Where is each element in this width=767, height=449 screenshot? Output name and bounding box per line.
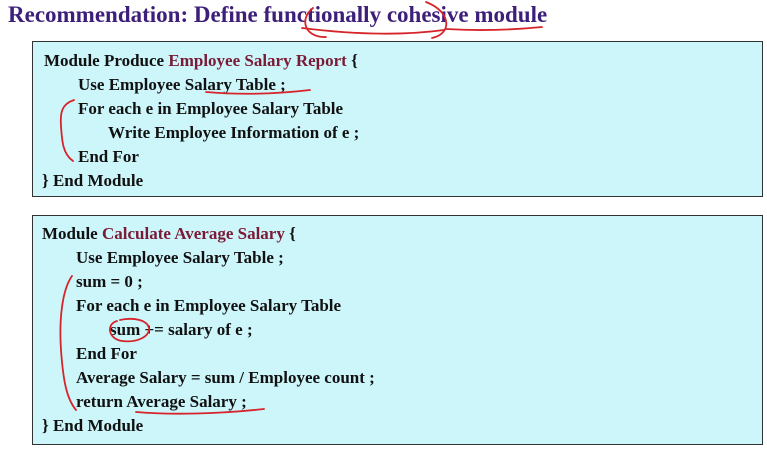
module-name-highlight: Calculate Average Salary — [101, 224, 285, 243]
underline-functionally — [301, 27, 445, 35]
code-line: For each e in Employee Salary Table — [76, 296, 342, 315]
code-line: } End Module — [42, 416, 144, 435]
code-line: Module Produce Employee Salary Report { — [44, 50, 358, 72]
code-box-produce-report — [32, 41, 763, 197]
code-text: { — [346, 51, 358, 70]
code-text: { — [284, 224, 296, 243]
code-text: Module — [42, 224, 102, 243]
module-name-highlight: Employee Salary Report — [168, 51, 347, 70]
code-line: sum = 0 ; — [76, 272, 143, 291]
code-text: Module Produce — [44, 51, 169, 70]
code-line: Average Salary = sum / Employee count ; — [76, 368, 375, 387]
code-line: Module Calculate Average Salary { — [42, 223, 296, 245]
code-box-calc-average — [32, 215, 763, 445]
code-line: } End Module — [42, 171, 144, 190]
slide-title: Recommendation: Define functionally cohe… — [8, 2, 548, 27]
code-line: sum += salary of e ; — [110, 320, 253, 339]
code-line: End For — [76, 344, 137, 363]
code-line: For each e in Employee Salary Table — [78, 99, 344, 118]
code-line: Use Employee Salary Table ; — [78, 75, 286, 94]
code-line: Use Employee Salary Table ; — [76, 248, 284, 267]
code-line: Write Employee Information of e ; — [108, 123, 360, 142]
code-line: End For — [78, 147, 139, 166]
code-line: return Average Salary ; — [76, 392, 247, 411]
